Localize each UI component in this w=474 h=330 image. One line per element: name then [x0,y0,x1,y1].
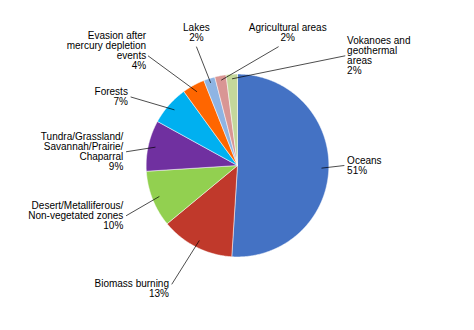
svg-text:Forests7%: Forests7% [95,86,128,107]
svg-text:Evasion aftermercury depletion: Evasion aftermercury depletionevents4% [67,30,147,71]
svg-text:Oceans51%: Oceans51% [347,155,381,176]
svg-text:Desert/Metalliferous/Non-veget: Desert/Metalliferous/Non-vegetated zones… [28,200,123,231]
svg-text:Tundra/Grassland/Savannah/Prai: Tundra/Grassland/Savannah/Prairie/Chapar… [41,131,124,172]
svg-text:Lakes2%: Lakes2% [183,22,210,43]
svg-text:Biomass burning13%: Biomass burning13% [95,278,170,299]
svg-text:Agricultural areas2%: Agricultural areas2% [249,22,327,43]
svg-text:Vokanoes andgeothermalareas2%: Vokanoes andgeothermalareas2% [347,35,410,76]
